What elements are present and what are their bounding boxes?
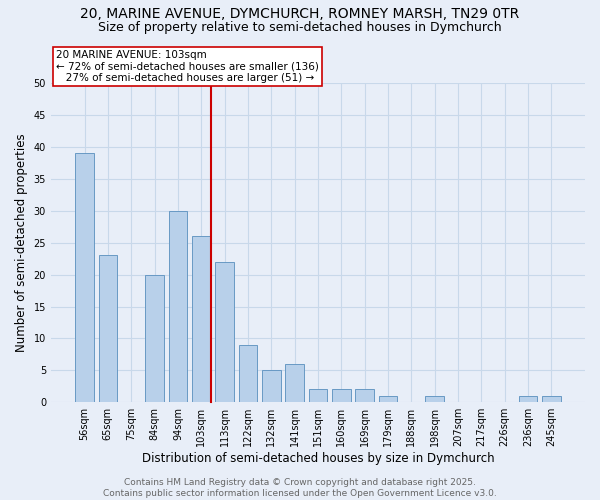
Bar bbox=[355, 390, 374, 402]
Bar bbox=[519, 396, 538, 402]
Bar bbox=[379, 396, 397, 402]
Bar bbox=[425, 396, 444, 402]
X-axis label: Distribution of semi-detached houses by size in Dymchurch: Distribution of semi-detached houses by … bbox=[142, 452, 494, 465]
Y-axis label: Number of semi-detached properties: Number of semi-detached properties bbox=[15, 134, 28, 352]
Bar bbox=[332, 390, 350, 402]
Bar bbox=[169, 211, 187, 402]
Text: 20 MARINE AVENUE: 103sqm
← 72% of semi-detached houses are smaller (136)
   27% : 20 MARINE AVENUE: 103sqm ← 72% of semi-d… bbox=[56, 50, 319, 83]
Text: Contains HM Land Registry data © Crown copyright and database right 2025.
Contai: Contains HM Land Registry data © Crown c… bbox=[103, 478, 497, 498]
Bar bbox=[145, 274, 164, 402]
Bar bbox=[192, 236, 211, 402]
Text: Size of property relative to semi-detached houses in Dymchurch: Size of property relative to semi-detach… bbox=[98, 22, 502, 35]
Bar bbox=[215, 262, 234, 402]
Bar bbox=[262, 370, 281, 402]
Bar bbox=[75, 154, 94, 402]
Bar bbox=[98, 256, 117, 402]
Bar bbox=[308, 390, 327, 402]
Bar bbox=[285, 364, 304, 402]
Bar bbox=[542, 396, 561, 402]
Bar bbox=[239, 345, 257, 402]
Text: 20, MARINE AVENUE, DYMCHURCH, ROMNEY MARSH, TN29 0TR: 20, MARINE AVENUE, DYMCHURCH, ROMNEY MAR… bbox=[80, 8, 520, 22]
